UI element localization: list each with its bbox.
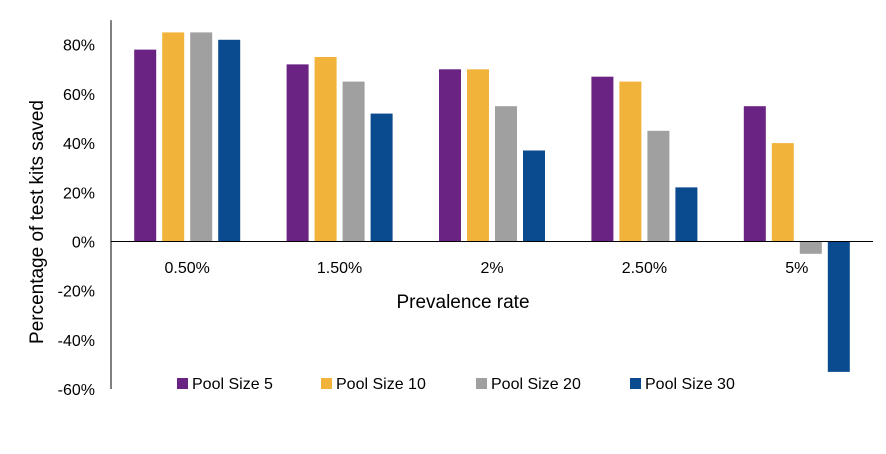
legend-label: Pool Size 5	[192, 376, 273, 393]
y-axis-title: Percentage of test kits saved	[27, 100, 48, 344]
bar	[647, 130, 670, 242]
y-tick-label: 20%	[63, 185, 95, 202]
legend: Pool Size 5 Pool Size 10 Pool Size 20 Pool …	[177, 376, 735, 393]
y-tick-label: 40%	[63, 136, 95, 153]
bar	[827, 241, 850, 372]
legend-swatch	[476, 378, 487, 389]
y-tick-label: -60%	[58, 382, 95, 399]
x-tick-labels: 0.50% 1.50% 2% 2.50% 5%	[165, 260, 809, 277]
y-tick-label: -40%	[58, 333, 95, 350]
bar	[286, 64, 309, 242]
x-tick-label: 2.50%	[622, 260, 667, 277]
x-tick-label: 5%	[785, 260, 808, 277]
bar	[619, 81, 642, 242]
x-tick-label: 0.50%	[165, 260, 210, 277]
x-tick-label: 2%	[480, 260, 503, 277]
legend-label: Pool Size 10	[336, 376, 426, 393]
bar	[771, 143, 794, 242]
y-tick-label: 80%	[63, 38, 95, 55]
bar	[675, 187, 698, 242]
legend-label: Pool Size 20	[491, 376, 581, 393]
x-tick-label: 1.50%	[317, 260, 362, 277]
legend-label: Pool Size 30	[645, 376, 735, 393]
bar	[218, 39, 241, 242]
bar	[591, 76, 614, 242]
bars-group	[134, 32, 850, 372]
bar	[495, 106, 517, 242]
legend-swatch	[321, 378, 332, 389]
bar	[439, 69, 461, 242]
y-tick-label: 60%	[63, 87, 95, 104]
bar	[799, 241, 822, 254]
bar	[523, 150, 545, 242]
bar	[370, 113, 393, 242]
legend-swatch	[177, 378, 188, 389]
y-tick-label: 0%	[72, 235, 95, 252]
y-tick-labels: -60% -40% -20% 0% 20% 40% 60% 80%	[58, 38, 95, 399]
legend-swatch	[630, 378, 641, 389]
bar	[342, 81, 365, 242]
bar	[190, 32, 213, 242]
bar	[134, 49, 157, 242]
y-tick-label: -20%	[58, 284, 95, 301]
bar	[162, 32, 185, 242]
x-axis-title: Prevalence rate	[396, 292, 529, 313]
bar	[743, 106, 766, 242]
bar	[314, 57, 337, 242]
bar	[467, 69, 489, 242]
